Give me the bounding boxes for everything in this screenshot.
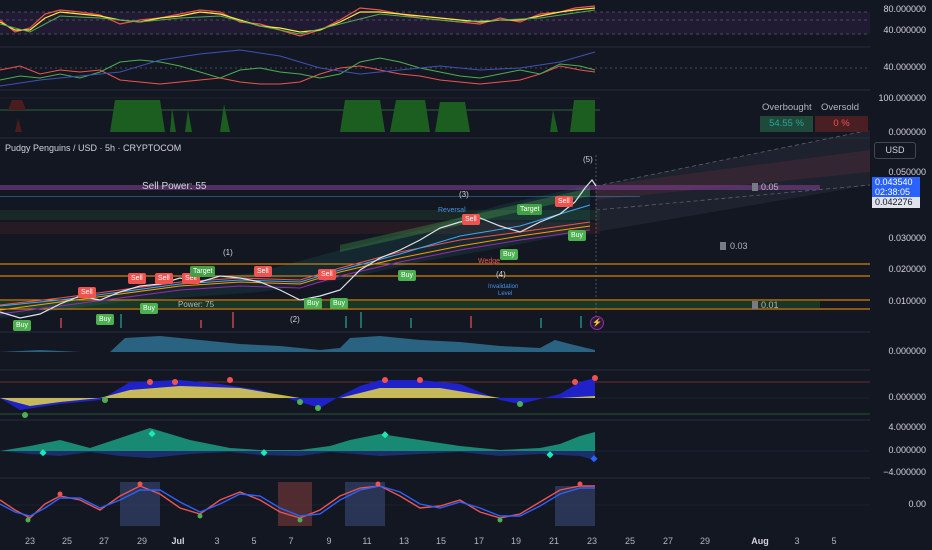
chart-plot-area[interactable] — [0, 0, 870, 534]
invalidation-label: Invalidation — [488, 284, 519, 290]
price-scale-tick: 100.000000 — [878, 93, 926, 103]
volume-oscillator-panel — [0, 336, 595, 352]
sell-signal-tag: Sell — [78, 287, 96, 298]
overbought-header: Overbought — [762, 102, 812, 113]
price-scale-tick: 0.050000 — [888, 167, 926, 177]
last-price-tag: 0.043540 — [872, 177, 920, 188]
currency-selector[interactable]: USD — [874, 142, 916, 159]
time-axis-tick: 9 — [326, 536, 332, 546]
time-axis-tick: Jul — [171, 536, 185, 546]
price-scale-tick: 0.000000 — [888, 445, 926, 455]
power-label: Power: 75 — [178, 300, 215, 309]
time-axis-tick: 27 — [98, 536, 110, 546]
adx-panel — [0, 49, 870, 87]
sell-signal-tag: Sell — [155, 273, 173, 284]
target-signal-tag: Target — [190, 266, 216, 277]
overbought-value: 54.55 % — [760, 116, 813, 132]
time-axis-tick: 25 — [61, 536, 73, 546]
ob-os-panel — [0, 97, 600, 132]
wedge-label: Wedge — [478, 258, 501, 265]
lightning-icon[interactable]: ⚡ — [590, 316, 604, 330]
time-axis-tick: 29 — [136, 536, 148, 546]
price-scale-tick: 80.000000 — [883, 4, 926, 14]
secondary-price-tag: 0.042276 — [872, 197, 920, 208]
price-scale-tick: 0.020000 — [888, 264, 926, 274]
price-scale-tick: 4.000000 — [888, 422, 926, 432]
reversal-label: Reversal — [438, 207, 466, 214]
time-axis-tick: 21 — [548, 536, 560, 546]
wave-label: (4) — [496, 270, 506, 279]
level-label-003: 0.03 — [730, 241, 748, 251]
time-axis-tick: 3 — [214, 536, 220, 546]
ob-os-table: Overbought Oversold 54.55 % 0 % — [758, 102, 868, 132]
wave-label: (5) — [583, 155, 593, 164]
price-scale-tick: 40.000000 — [883, 25, 926, 35]
price-scale-tick: 0.010000 — [888, 296, 926, 306]
sell-signal-tag: Sell — [254, 266, 272, 277]
buy-signal-tag: Buy — [500, 249, 519, 260]
momentum-panel — [0, 375, 870, 418]
time-axis-tick: Aug — [751, 536, 769, 546]
oversold-header: Oversold — [821, 102, 860, 113]
buy-signal-tag: Buy — [568, 230, 587, 241]
time-axis-tick: 17 — [473, 536, 485, 546]
time-axis-tick: 5 — [251, 536, 257, 546]
price-scale-tick: −4.000000 — [883, 467, 926, 477]
buy-signal-tag: Buy — [13, 320, 32, 331]
sell-signal-tag: Sell — [462, 214, 480, 225]
sell-power-label: Sell Power: 55 — [142, 181, 207, 192]
price-scale-tick: 0.030000 — [888, 233, 926, 243]
wave-label: (1) — [223, 248, 233, 257]
time-axis-tick: 7 — [288, 536, 294, 546]
time-axis-tick: 13 — [398, 536, 410, 546]
symbol-title[interactable]: Pudgy Penguins / USD · 5h · CRYPTOCOM — [5, 143, 182, 153]
time-axis-tick: 23 — [586, 536, 598, 546]
time-axis-tick: 15 — [435, 536, 447, 546]
sell-signal-tag: Sell — [128, 273, 146, 284]
time-axis-tick: 19 — [510, 536, 522, 546]
time-axis-tick: 23 — [24, 536, 36, 546]
level-label-001: 0.01 — [761, 300, 779, 310]
price-scale-tick: 0.00 — [908, 499, 926, 509]
level-text: Level — [498, 291, 513, 297]
level-marker — [752, 301, 758, 309]
time-axis-tick: 25 — [624, 536, 636, 546]
time-axis-tick: 11 — [362, 536, 372, 546]
level-marker — [752, 183, 758, 191]
sell-signal-tag: Sell — [555, 196, 573, 207]
price-scale-tick: 0.000000 — [888, 346, 926, 356]
wave-label: (2) — [290, 315, 300, 324]
time-axis-tick: 27 — [662, 536, 674, 546]
oversold-value: 0 % — [815, 116, 868, 132]
target-signal-tag: Target — [517, 204, 543, 215]
wave-trend-panel — [0, 428, 870, 463]
level-marker — [720, 242, 726, 250]
price-scale[interactable]: 80.000000 40.000000 40.000000 100.000000 0.0… — [870, 0, 932, 534]
level-label-005: 0.05 — [761, 182, 779, 192]
time-axis-tick: 3 — [794, 536, 800, 546]
time-axis[interactable]: 23 25 27 29 Jul 3 5 7 9 11 13 15 17 19 21 23 25 27 29 Aug 3 5 — [0, 534, 870, 550]
price-scale-tick: 40.000000 — [883, 62, 926, 72]
volume-bars — [60, 312, 582, 328]
buy-signal-tag: Buy — [140, 303, 159, 314]
buy-signal-tag: Buy — [304, 298, 323, 309]
buy-signal-tag: Buy — [398, 270, 417, 281]
price-scale-tick: 0.000000 — [888, 127, 926, 137]
time-axis-tick: 5 — [831, 536, 837, 546]
price-scale-tick: 0.000000 — [888, 392, 926, 402]
wave-label: (3) — [459, 190, 469, 199]
buy-signal-tag: Buy — [330, 298, 349, 309]
sell-signal-tag: Sell — [182, 273, 200, 284]
buy-signal-tag: Buy — [96, 314, 115, 325]
countdown-tag: 02:38:05 — [872, 187, 920, 198]
stochastic-panel — [0, 481, 870, 526]
rsi-panel — [0, 5, 870, 37]
time-axis-tick: 29 — [699, 536, 711, 546]
sell-signal-tag: Sell — [318, 269, 336, 280]
